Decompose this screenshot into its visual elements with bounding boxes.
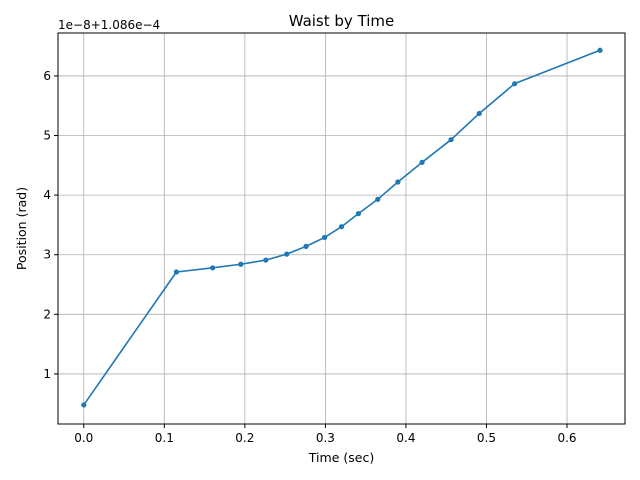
data-point	[303, 243, 309, 249]
data-point	[448, 137, 454, 143]
data-point	[395, 179, 401, 185]
x-tick-label: 0.5	[477, 431, 496, 445]
x-tick-label: 0.4	[396, 431, 415, 445]
x-tick-label: 0.0	[74, 431, 93, 445]
data-point	[284, 251, 290, 257]
y-tick-label: 4	[43, 188, 51, 202]
data-point	[81, 402, 87, 408]
data-point	[238, 261, 244, 267]
data-point	[338, 224, 345, 230]
data-point	[210, 265, 216, 271]
y-tick-label: 5	[43, 129, 51, 143]
y-axis-label: Position (rad)	[14, 187, 29, 270]
data-point	[355, 210, 362, 217]
data-point	[476, 110, 482, 117]
x-tick-label: 0.6	[557, 431, 576, 445]
x-tick-label: 0.2	[235, 431, 254, 445]
data-point	[173, 269, 179, 275]
data-point	[597, 47, 603, 53]
y-tick-label: 2	[43, 307, 51, 321]
data-point	[321, 234, 328, 241]
data-point	[512, 81, 518, 87]
y-tick-label: 3	[43, 248, 51, 262]
plot-frame	[57, 32, 626, 425]
y-tick-label: 1	[43, 367, 51, 381]
data-point	[375, 196, 381, 202]
x-tick-label: 0.3	[316, 431, 335, 445]
y-axis-offset-label: 1e−8+1.086e−4	[58, 18, 160, 32]
grid	[58, 33, 625, 424]
data-series	[81, 47, 603, 408]
data-point	[263, 257, 269, 263]
x-axis-label: Time (sec)	[308, 450, 374, 465]
data-point	[419, 159, 425, 165]
y-tick-label: 6	[43, 69, 51, 83]
x-tick-label: 0.1	[155, 431, 174, 445]
axis-ticks: 0.0 0.1 0.2 0.3 0.4 0.5 0.6 1 2 3 4 5 6	[43, 69, 576, 445]
chart-title: Waist by Time	[289, 12, 395, 30]
